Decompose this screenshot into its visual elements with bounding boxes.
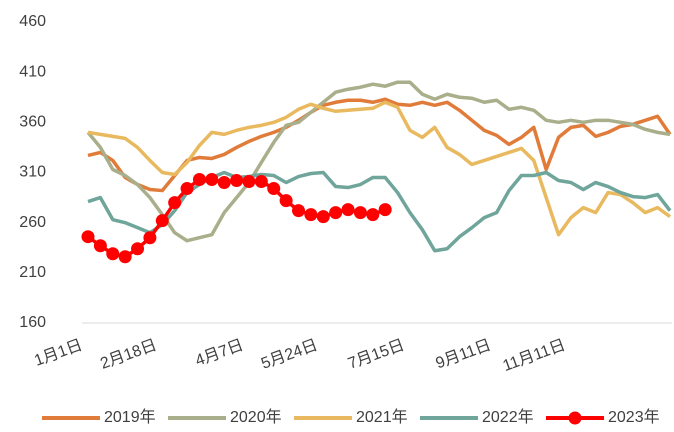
legend-label: 2022年	[482, 408, 534, 426]
point	[304, 208, 318, 222]
legend-label: 2023年	[608, 408, 660, 426]
y-tick-label: 460	[19, 13, 46, 30]
y-tick-label: 410	[19, 63, 46, 80]
y-tick-label: 210	[19, 264, 46, 281]
point	[341, 203, 355, 217]
y-tick-label: 310	[19, 164, 46, 181]
series-line	[87, 170, 672, 253]
point	[242, 175, 256, 189]
point	[168, 196, 182, 210]
x-tick-label: 2月18日	[98, 337, 159, 373]
point	[366, 208, 380, 222]
point	[316, 210, 330, 224]
y-tick-label: 360	[19, 114, 46, 131]
point	[93, 239, 107, 253]
point	[230, 174, 244, 188]
point	[279, 194, 293, 208]
point	[292, 204, 306, 218]
point	[192, 173, 206, 187]
point	[131, 242, 145, 256]
point	[353, 206, 367, 220]
series-line	[87, 100, 672, 237]
point	[378, 203, 392, 217]
series-line	[86, 80, 671, 243]
point	[143, 231, 157, 245]
x-tick-label: 11月11日	[501, 337, 568, 375]
x-tick-label: 7月15日	[346, 337, 407, 373]
point	[217, 176, 231, 190]
y-tick-label: 260	[19, 214, 46, 231]
point	[81, 230, 95, 244]
x-tick-label: 5月24日	[259, 337, 320, 373]
legend-marker	[568, 411, 582, 425]
y-tick-label: 160	[19, 314, 46, 331]
point	[118, 250, 132, 264]
point	[106, 247, 120, 261]
legend-label: 2020年	[230, 408, 282, 426]
point	[254, 175, 268, 189]
point	[155, 214, 169, 228]
point	[180, 182, 194, 196]
x-tick-label: 4月7日	[193, 337, 246, 370]
x-tick-label: 1月1日	[32, 337, 85, 370]
point	[205, 173, 219, 187]
legend-label: 2021年	[356, 408, 408, 426]
legend-label: 2019年	[104, 408, 156, 426]
x-tick-label: 9月11日	[434, 337, 494, 373]
point	[329, 206, 343, 220]
point	[267, 182, 281, 196]
